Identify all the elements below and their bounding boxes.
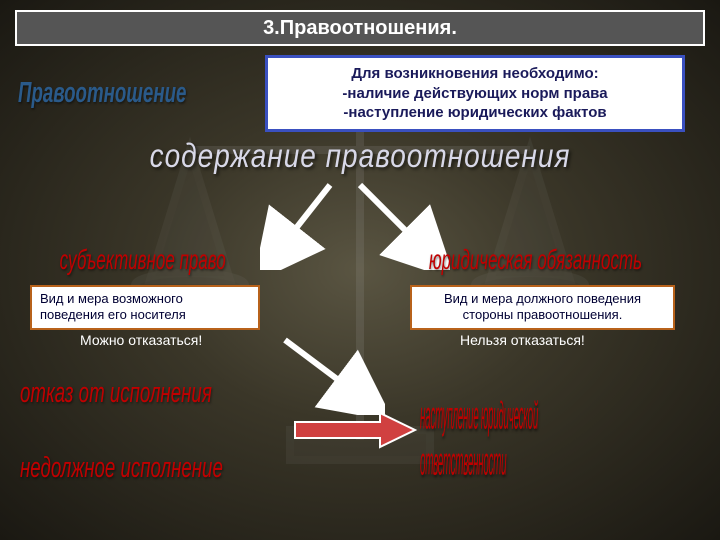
liability-label: наступление юридической ответственности	[420, 394, 594, 486]
info-line-1: Для возникновения необходимо:	[278, 64, 672, 84]
branch-left-heading: субъективное право	[60, 245, 226, 277]
improper-label: недолжное исполнение	[20, 451, 223, 485]
branch-right-heading: юридическая обязанность	[429, 245, 642, 277]
block-arrow-right-icon	[290, 410, 420, 450]
content-heading: содержание правоотношения	[0, 137, 720, 175]
note-left: Можно отказаться!	[80, 332, 202, 348]
info-box: Для возникновения необходимо: -наличие д…	[265, 55, 685, 132]
title-text: 3.Правоотношения.	[263, 17, 457, 40]
refusal-label: отказ от исполнения	[20, 376, 212, 410]
arrow-down-left-icon	[260, 175, 340, 270]
title-bar: 3.Правоотношения.	[15, 10, 705, 46]
info-line-3: -наступление юридических фактов	[278, 103, 672, 123]
left-label: Правоотношение	[18, 76, 186, 110]
definition-right: Вид и мера должного поведения стороны пр…	[410, 285, 675, 330]
arrow-down-middle-icon	[255, 330, 385, 415]
definition-left: Вид и мера возможного поведения его носи…	[30, 285, 260, 330]
note-right: Нельзя отказаться!	[460, 332, 585, 348]
info-line-2: -наличие действующих норм права	[278, 84, 672, 104]
